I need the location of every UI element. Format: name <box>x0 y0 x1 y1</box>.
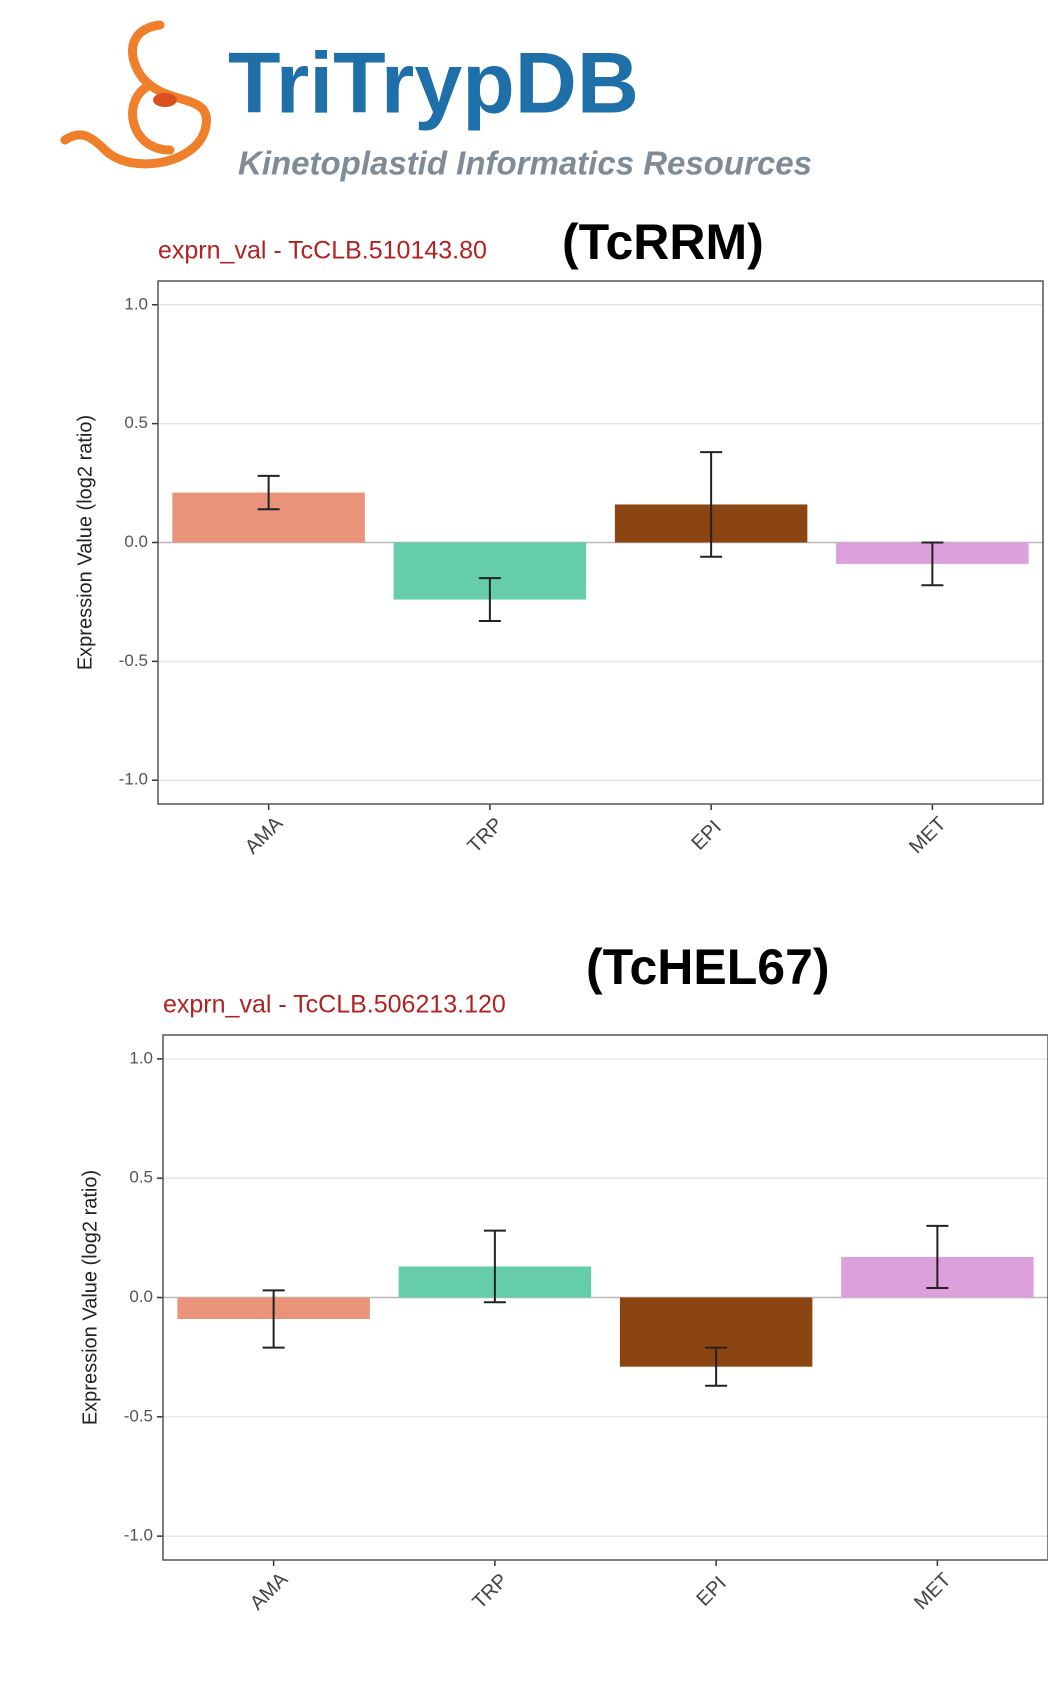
y-tick-label: -0.5 <box>124 1406 153 1425</box>
logo-subtitle: Kinetoplastid Informatics Resources <box>238 145 812 182</box>
x-tick-label: EPI <box>692 1572 730 1610</box>
x-tick-label: AMA <box>246 1568 293 1615</box>
y-tick-label: 1.0 <box>124 294 148 313</box>
logo: TriTrypDB Kinetoplastid Informatics Reso… <box>65 25 812 182</box>
x-tick-label: AMA <box>241 812 288 859</box>
y-tick-label: 0.0 <box>124 532 148 551</box>
annotation: (TcRRM) <box>562 214 764 270</box>
x-tick-label: TRP <box>468 1570 512 1614</box>
logo-title: TriTrypDB <box>228 36 639 132</box>
chart-title: exprn_val - TcCLB.510143.80 <box>158 237 487 265</box>
x-tick-label: MET <box>905 813 950 858</box>
y-tick-label: 0.5 <box>129 1168 153 1187</box>
chart: exprn_val - TcCLB.510143.80 (TcRRM) Expres… <box>74 214 1043 858</box>
chart-title: exprn_val - TcCLB.506213.120 <box>163 991 506 1019</box>
y-tick-label: -0.5 <box>119 651 148 670</box>
x-tick-label: MET <box>910 1569 955 1614</box>
y-axis-label: Expression Value (log2 ratio) <box>79 1170 101 1425</box>
chart: exprn_val - TcCLB.506213.120 (TcHEL67) Exp… <box>79 939 1048 1614</box>
y-tick-label: -1.0 <box>124 1526 153 1545</box>
logo-icon <box>65 25 207 164</box>
figure: TriTrypDB Kinetoplastid Informatics Reso… <box>0 0 1048 1681</box>
y-tick-label: 0.0 <box>129 1287 153 1306</box>
y-tick-label: -1.0 <box>119 770 148 789</box>
x-tick-label: TRP <box>463 814 507 858</box>
y-tick-label: 0.5 <box>124 413 148 432</box>
x-tick-label: EPI <box>687 816 725 854</box>
y-axis-label: Expression Value (log2 ratio) <box>74 415 96 670</box>
logo-icon-dot <box>153 93 177 107</box>
y-tick-label: 1.0 <box>129 1048 153 1067</box>
annotation: (TcHEL67) <box>586 939 830 995</box>
